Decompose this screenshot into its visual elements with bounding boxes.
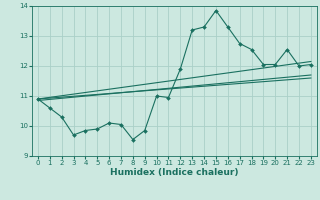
X-axis label: Humidex (Indice chaleur): Humidex (Indice chaleur): [110, 168, 239, 177]
